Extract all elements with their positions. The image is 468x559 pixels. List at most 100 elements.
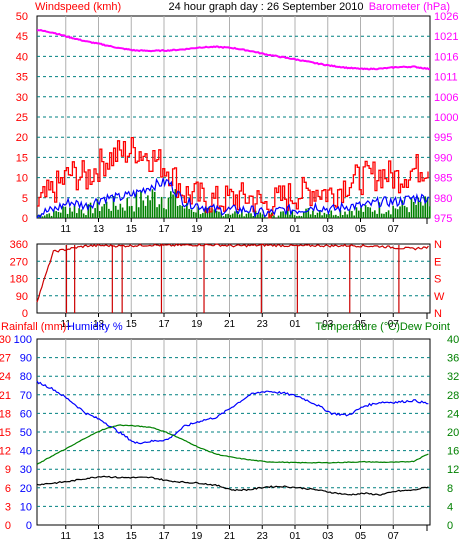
- temperature-tick-label: 4: [447, 501, 453, 513]
- windspeed-tick-label: 5: [22, 193, 28, 205]
- barometer-tick-label: 990: [434, 152, 452, 164]
- temperature-tick-label: 32: [447, 371, 459, 383]
- barometer-tick-label: 1000: [434, 112, 458, 124]
- humidity-tick-label: 60: [20, 408, 32, 420]
- windspeed-tick-label: 40: [16, 51, 28, 63]
- temp-panel-x-tick-label: 17: [158, 531, 170, 542]
- humidity-tick-label: 30: [20, 464, 32, 476]
- compass-tick-label: N: [434, 239, 442, 251]
- rainfall-axis-title: Rainfall (mm): [1, 321, 66, 333]
- wind-panel-x-tick-label: 19: [191, 224, 203, 235]
- rainfall-tick-label: 3: [5, 501, 11, 513]
- humidity-tick-label: 80: [20, 371, 32, 383]
- direction-panel-x-tick-label: 01: [289, 319, 301, 330]
- temperature-tick-label: 28: [447, 390, 459, 402]
- wind-panel-x-tick-label: 15: [126, 224, 138, 235]
- temp-panel-x-tick-label: 23: [257, 531, 269, 542]
- barometer-tick-label: 1026: [434, 11, 458, 23]
- rainfall-tick-label: 27: [0, 353, 11, 365]
- temperature-tick-label: 8: [447, 483, 453, 495]
- compass-tick-label: E: [434, 256, 441, 268]
- barometer-tick-label: 980: [434, 193, 452, 205]
- temperature-tick-label: 20: [447, 427, 459, 439]
- direction-tick-label: 90: [16, 291, 28, 303]
- direction-panel-x-tick-label: 15: [126, 319, 138, 330]
- compass-tick-label: W: [434, 291, 445, 303]
- humidity-tick-label: 40: [20, 446, 32, 458]
- dewpoint-series-line: [36, 475, 429, 496]
- humidity-tick-label: 90: [20, 353, 32, 365]
- rainfall-tick-label: 21: [0, 390, 11, 402]
- windspeed-tick-label: 35: [16, 72, 28, 84]
- temp-panel-x-tick-label: 11: [61, 531, 72, 542]
- temp-panel-x-tick-label: 19: [191, 531, 203, 542]
- windspeed-tick-label: 0: [22, 213, 28, 225]
- wind-panel-x-tick-label: 13: [93, 224, 105, 235]
- temperature-axis-title: Temperature (°C)Dew Point: [315, 321, 450, 333]
- rainfall-tick-label: 6: [5, 483, 11, 495]
- humidity-series-line: [36, 380, 429, 445]
- humidity-tick-label: 10: [20, 501, 32, 513]
- barometer-tick-label: 985: [434, 173, 452, 185]
- rainfall-tick-label: 18: [0, 408, 11, 420]
- chart-title: 24 hour graph day : 26 September 2010: [168, 1, 363, 13]
- direction-panel-x-tick-label: 19: [191, 319, 203, 330]
- direction-panel-x-tick-label: 11: [61, 319, 72, 330]
- windspeed-tick-label: 20: [16, 132, 28, 144]
- wind-panel-frame: [36, 15, 431, 219]
- wind-direction-series-line: [36, 243, 429, 303]
- barometer-tick-label: 1016: [434, 51, 458, 63]
- direction-panel-frame: [36, 243, 431, 314]
- temp-panel-x-tick-label: 05: [355, 531, 367, 542]
- wind-average-series-line: [36, 177, 429, 219]
- barometer-series-line: [36, 29, 431, 71]
- wind-panel-x-tick-label: 23: [257, 224, 269, 235]
- temp-panel-x-tick-label: 13: [93, 531, 105, 542]
- direction-panel-x-tick-label: 21: [224, 319, 236, 330]
- barometer-tick-label: 975: [434, 213, 452, 225]
- humidity-tick-label: 20: [20, 483, 32, 495]
- direction-panel-x-tick-label: 13: [93, 319, 105, 330]
- temperature-tick-label: 40: [447, 334, 459, 346]
- humidity-tick-label: 50: [20, 427, 32, 439]
- temp-panel-x-tick-label: 03: [322, 531, 334, 542]
- direction-tick-label: 360: [10, 239, 28, 251]
- wind-panel-x-tick-label: 05: [355, 224, 367, 235]
- direction-panel-x-tick-label: 03: [322, 319, 334, 330]
- wind-panel-x-tick-label: 07: [388, 224, 400, 235]
- humidity-tick-label: 70: [20, 390, 32, 402]
- humidity-tick-label: 0: [26, 520, 32, 532]
- wind-panel-x-tick-label: 01: [289, 224, 301, 235]
- compass-tick-label: S: [434, 274, 441, 286]
- temp-panel-x-tick-label: 21: [224, 531, 236, 542]
- windspeed-axis-title: Windspeed (kmh): [35, 1, 121, 13]
- compass-tick-label: N: [434, 308, 442, 320]
- temperature-tick-label: 24: [447, 408, 459, 420]
- windspeed-tick-label: 45: [16, 31, 28, 43]
- temp-panel-x-tick-label: 15: [126, 531, 138, 542]
- wind-panel-x-tick-label: 11: [61, 224, 72, 235]
- barometer-axis-title: Barometer (hPa): [369, 1, 450, 13]
- barometer-tick-label: 1006: [434, 92, 458, 104]
- rainfall-tick-label: 30: [0, 334, 11, 346]
- temperature-tick-label: 16: [447, 446, 459, 458]
- wind-panel-x-tick-label: 21: [224, 224, 236, 235]
- direction-panel-x-tick-label: 07: [388, 319, 400, 330]
- direction-panel-x-tick-label: 17: [158, 319, 170, 330]
- temperature-tick-label: 0: [447, 520, 453, 532]
- temperature-series-line: [36, 424, 429, 465]
- wind-panel-x-tick-label: 03: [322, 224, 334, 235]
- rainfall-tick-label: 12: [0, 446, 11, 458]
- windspeed-tick-label: 30: [16, 92, 28, 104]
- temperature-tick-label: 36: [447, 353, 459, 365]
- direction-panel-x-tick-label: 23: [257, 319, 269, 330]
- direction-tick-label: 0: [22, 308, 28, 320]
- windspeed-tick-label: 10: [16, 173, 28, 185]
- direction-tick-label: 180: [10, 274, 28, 286]
- windspeed-tick-label: 15: [16, 152, 28, 164]
- rainfall-tick-label: 24: [0, 371, 11, 383]
- direction-tick-label: 270: [10, 256, 28, 268]
- windspeed-tick-label: 25: [16, 112, 28, 124]
- temp-panel-x-tick-label: 07: [388, 531, 400, 542]
